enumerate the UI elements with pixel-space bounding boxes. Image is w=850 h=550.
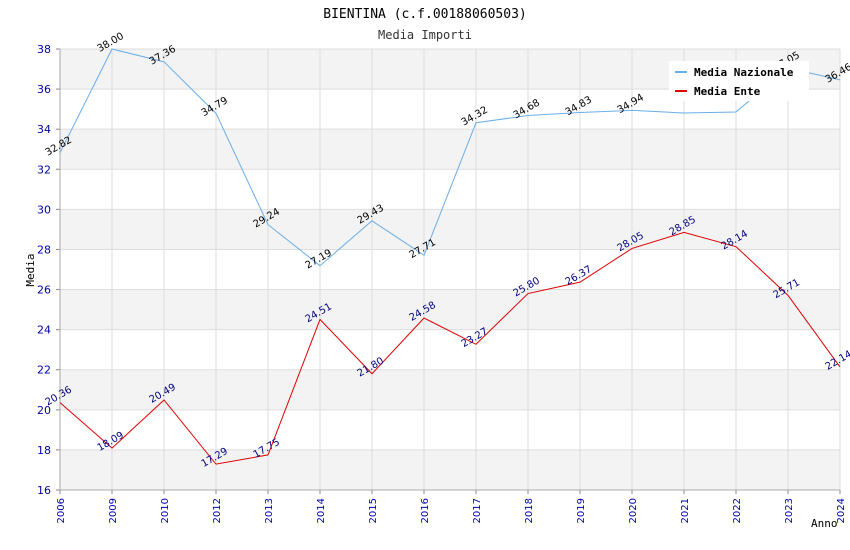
y-tick-label: 28 <box>37 243 51 256</box>
x-tick-label: 2023 <box>784 498 795 523</box>
y-tick-label: 16 <box>37 484 51 497</box>
x-tick-label: 2009 <box>108 498 119 523</box>
grid-band <box>60 209 840 250</box>
x-tick-label: 2013 <box>264 498 275 523</box>
legend-entry: Media Nazionale <box>694 66 794 79</box>
x-tick-label: 2018 <box>524 498 535 523</box>
y-tick-labels: 16 18 20 22 24 26 28 30 32 34 36 38 <box>37 43 51 497</box>
grid-band <box>60 129 840 170</box>
x-tick-label: 2019 <box>576 498 587 523</box>
data-label: 34.94 <box>616 92 646 116</box>
legend-entry: Media Ente <box>694 85 761 98</box>
data-label: 27.19 <box>304 248 334 272</box>
legend: Media Nazionale Media Ente <box>669 61 809 101</box>
y-tick-label: 26 <box>37 284 51 297</box>
series-line-media-nazionale <box>59 48 841 267</box>
grid-lines <box>56 48 841 494</box>
y-tick-label: 24 <box>37 324 51 337</box>
x-tick-label: 2014 <box>316 498 327 523</box>
data-label: 22.14 <box>824 349 850 373</box>
x-tick-labels: 2006 2009 2010 2012 2013 2014 2015 2016 2017 2018… <box>56 498 847 523</box>
grid-band <box>60 289 840 330</box>
data-label: 34.79 <box>200 95 230 119</box>
x-tick-label: 2021 <box>680 498 691 523</box>
y-tick-label: 32 <box>37 163 51 176</box>
data-label: 26.37 <box>564 264 594 288</box>
legend-box <box>669 61 809 101</box>
x-tick-label: 2012 <box>212 498 223 523</box>
data-label: 34.68 <box>512 97 542 121</box>
y-tick-label: 36 <box>37 83 51 96</box>
y-tick-label: 34 <box>37 123 51 136</box>
grid-band <box>60 449 840 490</box>
x-tick-label: 2022 <box>732 498 743 523</box>
y-axis-label: Media <box>24 253 37 286</box>
y-tick-label: 38 <box>37 43 51 56</box>
x-tick-label: 2024 <box>836 498 847 523</box>
x-tick-label: 2016 <box>420 498 431 523</box>
series-lines <box>59 48 841 465</box>
x-tick-label: 2010 <box>160 498 171 523</box>
chart-title: BIENTINA (c.f.00188060503) <box>323 7 527 22</box>
series-line-media-ente <box>59 231 841 465</box>
x-tick-label: 2015 <box>368 498 379 523</box>
axes <box>59 49 841 491</box>
x-axis-label: Anno <box>811 517 838 530</box>
grid-band <box>60 369 840 410</box>
y-tick-label: 22 <box>37 364 51 377</box>
x-tick-label: 2020 <box>628 498 639 523</box>
x-tick-label: 2006 <box>56 498 67 523</box>
y-tick-label: 20 <box>37 404 51 417</box>
data-label: 34.83 <box>564 94 594 118</box>
y-tick-label: 18 <box>37 444 51 457</box>
grid-bands <box>60 49 840 490</box>
chart-subtitle: Media Importi <box>378 28 472 42</box>
y-tick-label: 30 <box>37 203 51 216</box>
x-tick-label: 2017 <box>472 498 483 523</box>
